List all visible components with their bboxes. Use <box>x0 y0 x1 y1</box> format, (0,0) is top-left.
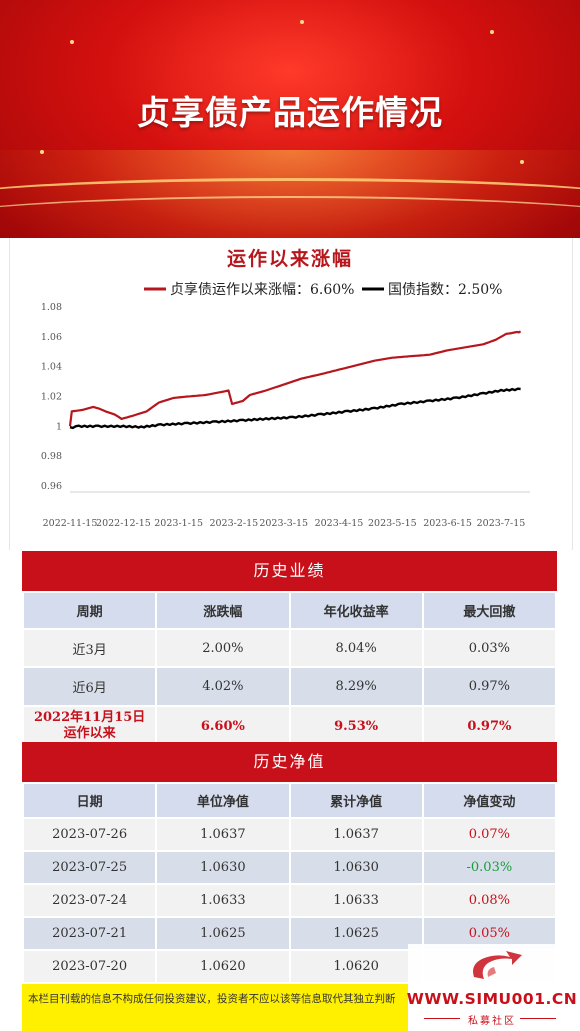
y-tick-label: 0.98 <box>41 451 62 462</box>
cell-drawdown: 0.97% <box>423 668 555 705</box>
column-header: 最大回撤 <box>423 593 555 628</box>
cell-cum-nav: 1.0620 <box>290 951 422 982</box>
disclaimer: 本栏目刊载的信息不构成任何投资建议，投资者不应以该等信息取代其独立判断 <box>22 984 408 1031</box>
cell-nav-change: 0.08% <box>423 885 555 916</box>
cell-cum-nav: 1.0637 <box>290 819 422 850</box>
x-tick-label: 2023-2-15 <box>209 518 258 529</box>
cell-change: 4.02% <box>157 668 289 705</box>
cell-cum-nav: 1.0625 <box>290 918 422 949</box>
watermark-divider <box>424 1018 460 1019</box>
column-header: 涨跌幅 <box>157 593 289 628</box>
cell-nav-change: 0.05% <box>423 918 555 949</box>
cell-change: 6.60% <box>157 707 289 745</box>
cell-drawdown: 0.97% <box>423 707 555 745</box>
table-row: 2023-07-21 1.0625 1.0625 0.05% <box>24 918 555 949</box>
column-header: 累计净值 <box>290 784 422 817</box>
cell-date: 2023-07-21 <box>24 918 156 949</box>
y-tick-label: 1.02 <box>41 392 62 403</box>
cell-nav-change: -0.03% <box>423 852 555 883</box>
nav-header-row: 日期 单位净值 累计净值 净值变动 <box>24 784 555 817</box>
column-header: 周期 <box>24 593 156 628</box>
series-line <box>68 330 522 427</box>
column-header: 年化收益率 <box>290 593 422 628</box>
cell-date: 2023-07-20 <box>24 951 156 982</box>
column-header: 净值变动 <box>423 784 555 817</box>
x-tick-label: 2023-7-15 <box>477 518 526 529</box>
x-tick-label: 2023-6-15 <box>423 518 472 529</box>
cell-unit-nav: 1.0625 <box>157 918 289 949</box>
cell-period: 近3月 <box>24 630 156 666</box>
table-row: 近6月 4.02% 8.29% 0.97% <box>24 668 555 705</box>
x-tick-label: 2023-3-15 <box>259 518 308 529</box>
y-tick-label: 1.08 <box>41 302 62 313</box>
y-tick-label: 1 <box>56 421 62 432</box>
cell-period: 近6月 <box>24 668 156 705</box>
x-tick-label: 2023-1-15 <box>154 518 203 529</box>
cell-change: 2.00% <box>157 630 289 666</box>
column-header: 单位净值 <box>157 784 289 817</box>
x-tick-label: 2022-12-15 <box>96 518 151 529</box>
y-tick-label: 1.06 <box>41 332 62 343</box>
cell-unit-nav: 1.0637 <box>157 819 289 850</box>
x-tick-label: 2023-4-15 <box>315 518 364 529</box>
table-row: 2023-07-25 1.0630 1.0630 -0.03% <box>24 852 555 883</box>
cell-unit-nav: 1.0630 <box>157 852 289 883</box>
legend-label: 国债指数：2.50% <box>388 282 502 298</box>
x-tick-label: 2023-5-15 <box>368 518 417 529</box>
table-row-since-inception: 2022年11月15日 运作以来 6.60% 9.53% 0.97% <box>24 707 555 745</box>
chart-title: 运作以来涨幅 <box>226 248 353 270</box>
series-line <box>69 387 521 430</box>
line-chart: 贞享债运作以来涨幅：6.60% 国债指数：2.50% 0.96 0.98 1 1.02 1.… <box>41 281 530 529</box>
performance-table: 周期 涨跌幅 年化收益率 最大回撤 近3月 2.00% 8.04% 0.03% … <box>22 591 557 747</box>
cell-cum-nav: 1.0633 <box>290 885 422 916</box>
cell-annual: 8.04% <box>290 630 422 666</box>
header-banner <box>0 0 580 238</box>
table-row: 2023-07-24 1.0633 1.0633 0.08% <box>24 885 555 916</box>
legend-label: 贞享债运作以来涨幅：6.60% <box>170 281 354 298</box>
cell-annual: 9.53% <box>290 707 422 745</box>
y-tick-label: 0.96 <box>41 481 62 492</box>
page-title: 贞享债产品运作情况 <box>137 93 443 132</box>
cell-unit-nav: 1.0633 <box>157 885 289 916</box>
watermark-sub: 私募社区 <box>468 1016 516 1027</box>
watermark-logo-icon <box>473 951 522 979</box>
watermark-url: WWW.SIMU001.CN <box>406 990 578 1008</box>
cell-date: 2023-07-24 <box>24 885 156 916</box>
nav-header: 历史净值 <box>22 742 557 782</box>
x-tick-label: 2022-11-15 <box>43 518 98 529</box>
cell-date: 2023-07-25 <box>24 852 156 883</box>
cell-drawdown: 0.03% <box>423 630 555 666</box>
table-row: 2023-07-26 1.0637 1.0637 0.07% <box>24 819 555 850</box>
column-header: 日期 <box>24 784 156 817</box>
cell-cum-nav: 1.0630 <box>290 852 422 883</box>
performance-header-row: 周期 涨跌幅 年化收益率 最大回撤 <box>24 593 555 628</box>
watermark-divider <box>520 1018 556 1019</box>
cell-date: 2023-07-26 <box>24 819 156 850</box>
cell-period: 2022年11月15日 运作以来 <box>24 707 156 745</box>
performance-header: 历史业绩 <box>22 551 557 591</box>
cell-unit-nav: 1.0620 <box>157 951 289 982</box>
y-tick-label: 1.04 <box>41 362 62 373</box>
since-label: 运作以来 <box>63 726 116 741</box>
cell-nav-change: 0.07% <box>423 819 555 850</box>
table-row: 近3月 2.00% 8.04% 0.03% <box>24 630 555 666</box>
cell-annual: 8.29% <box>290 668 422 705</box>
since-date: 2022年11月15日 <box>33 710 146 725</box>
